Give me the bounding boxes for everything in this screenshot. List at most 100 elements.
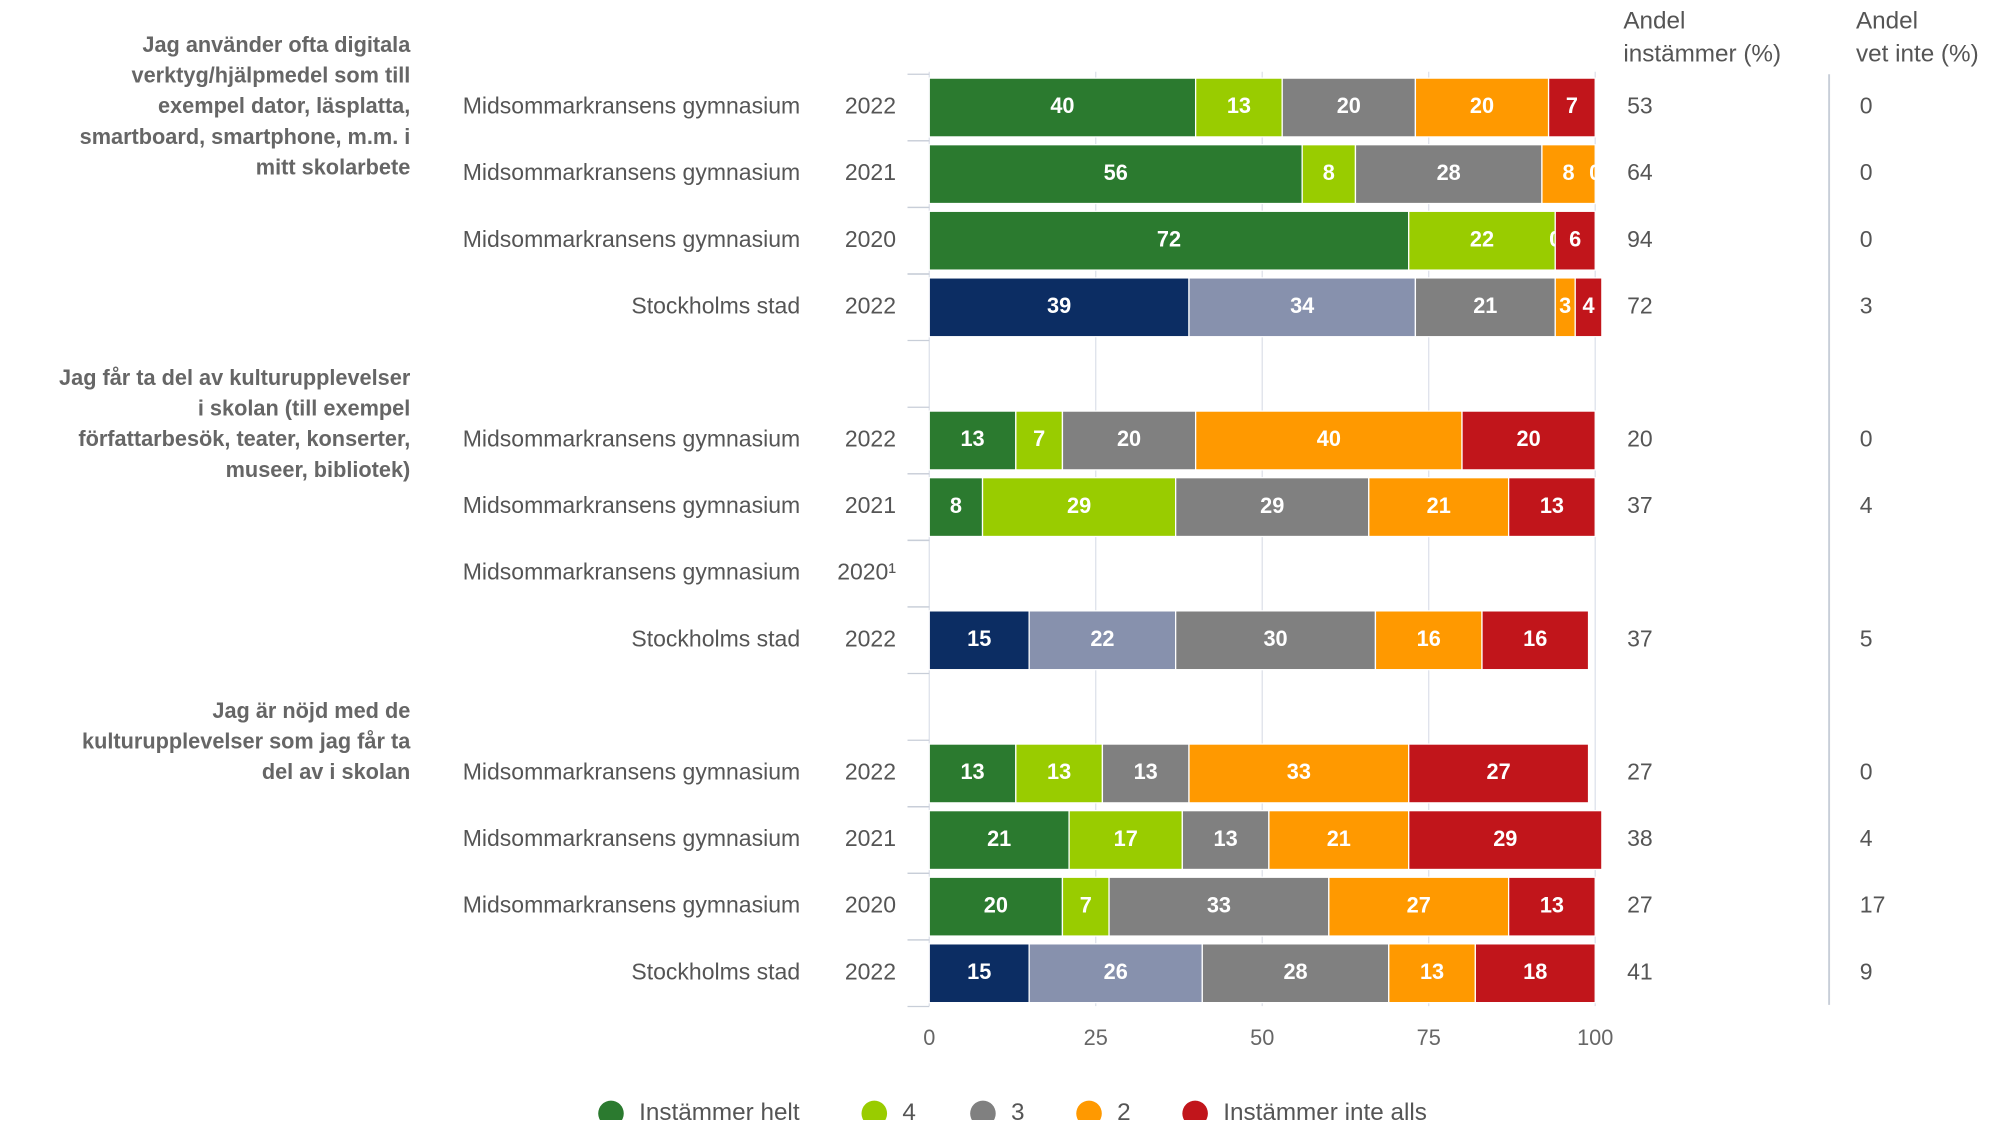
column-header: instämmer (%) (1623, 41, 1781, 68)
andel-value: 27 (1627, 892, 1653, 918)
bar-segment (1507, 477, 1596, 538)
bar-segment (1028, 610, 1177, 671)
row-label: Midsommarkransens gymnasium (463, 426, 800, 452)
bar-segment (1194, 77, 1283, 138)
data-label: 28 (1437, 160, 1461, 185)
data-label: 40 (1050, 93, 1074, 118)
data-label: 7 (1566, 93, 1578, 118)
bar-segment (1507, 876, 1596, 937)
bar-segment (1461, 410, 1596, 471)
bar-segment (1015, 743, 1104, 804)
data-label: 20 (1337, 93, 1361, 118)
bar-segment (1188, 743, 1410, 804)
row-label: Midsommarkransens gymnasium (463, 159, 800, 185)
bar-segment (1408, 743, 1590, 804)
question-title: Jag använder ofta digitala (142, 32, 411, 57)
data-label: 16 (1523, 626, 1547, 651)
x-tick-label: 25 (1084, 1025, 1108, 1050)
data-label: 34 (1290, 293, 1314, 318)
legend-label: Instämmer inte alls (1223, 1099, 1427, 1120)
legend-marker (861, 1100, 888, 1125)
bar-segment (928, 210, 1410, 271)
legend-label: 4 (902, 1099, 916, 1120)
row-label: Midsommarkransens gymnasium (463, 892, 800, 918)
row-label: Midsommarkransens gymnasium (463, 559, 800, 585)
bar-segment (1101, 743, 1190, 804)
row-year: 2022 (845, 625, 896, 651)
legend-label: Instämmer helt (639, 1099, 800, 1120)
question-title: museer, bibliotek) (226, 457, 411, 482)
data-label: 13 (1214, 826, 1238, 851)
data-label: 13 (960, 759, 984, 784)
row-label: Midsommarkransens gymnasium (463, 93, 800, 119)
data-label: 13 (1540, 892, 1564, 917)
question-title: del av i skolan (262, 759, 410, 784)
bar-segment (928, 77, 1197, 138)
bar-segment (1388, 943, 1476, 1004)
data-label: 0 (1589, 160, 1601, 185)
row-label: Midsommarkransens gymnasium (463, 825, 800, 851)
legend-marker (1076, 1100, 1102, 1125)
bar-segment (1408, 210, 1556, 271)
data-label: 17 (1114, 826, 1138, 851)
vet-inte-value: 0 (1860, 226, 1873, 252)
bar-segment (1354, 144, 1543, 205)
bar-segment (1574, 277, 1603, 338)
vet-inte-value: 0 (1860, 759, 1873, 785)
row-year: 2022 (845, 426, 896, 452)
data-label: 20 (1470, 93, 1494, 118)
legend-marker (970, 1100, 996, 1125)
row-year: 2022 (845, 759, 896, 785)
andel-value: 20 (1627, 426, 1653, 452)
row-label: Stockholms stad (631, 292, 800, 318)
bar-segment (1541, 144, 1596, 205)
row-year: 2020 (845, 226, 896, 252)
bar-segment (1061, 410, 1197, 471)
x-tick-label: 0 (923, 1025, 935, 1050)
legend-label: 3 (1011, 1099, 1025, 1120)
bar-segment (928, 410, 1017, 471)
row-label: Midsommarkransens gymnasium (463, 492, 800, 518)
row-year: 2022 (845, 958, 896, 984)
question-title: verktyg/hjälpmedel som till (131, 63, 410, 88)
data-label: 13 (1227, 93, 1251, 118)
row-year: 2021 (845, 492, 896, 518)
bar-segment (1175, 610, 1377, 671)
data-label: 27 (1407, 892, 1431, 917)
bar-segment (928, 610, 1030, 671)
data-label: 30 (1263, 626, 1287, 651)
bar-segment (1554, 210, 1596, 271)
andel-value: 94 (1627, 226, 1653, 252)
data-label: 26 (1104, 959, 1128, 984)
vet-inte-value: 0 (1860, 93, 1873, 119)
andel-value: 72 (1627, 292, 1653, 318)
bar-segment (928, 943, 1030, 1004)
bar-segment (1194, 410, 1463, 471)
data-label: 21 (1473, 293, 1497, 318)
data-label: 56 (1104, 160, 1128, 185)
vet-inte-value: 3 (1860, 292, 1873, 318)
row-year: 2022 (845, 93, 896, 119)
legend-marker (1182, 1100, 1208, 1125)
data-label: 4 (1582, 293, 1594, 318)
data-label: 39 (1047, 293, 1071, 318)
andel-value: 37 (1627, 625, 1653, 651)
data-label: 16 (1417, 626, 1441, 651)
data-label: 72 (1157, 226, 1181, 251)
question-title: exempel dator, läsplatta, (158, 93, 410, 118)
question-title: mitt skolarbete (256, 155, 411, 180)
data-label: 33 (1287, 759, 1311, 784)
row-year: 2021 (845, 825, 896, 851)
data-label: 29 (1260, 493, 1284, 518)
bar-segment (928, 144, 1303, 205)
bar-segment (1015, 410, 1064, 471)
question-title: Jag får ta del av kulturupplevelser (59, 365, 411, 390)
question-title: i skolan (till exempel (198, 396, 410, 421)
data-label: 13 (1540, 493, 1564, 518)
data-label: 7 (1080, 892, 1092, 917)
row-label: Stockholms stad (631, 625, 800, 651)
vet-inte-value: 4 (1860, 825, 1873, 851)
vet-inte-value: 17 (1860, 892, 1886, 918)
bar-segment (1181, 810, 1270, 871)
